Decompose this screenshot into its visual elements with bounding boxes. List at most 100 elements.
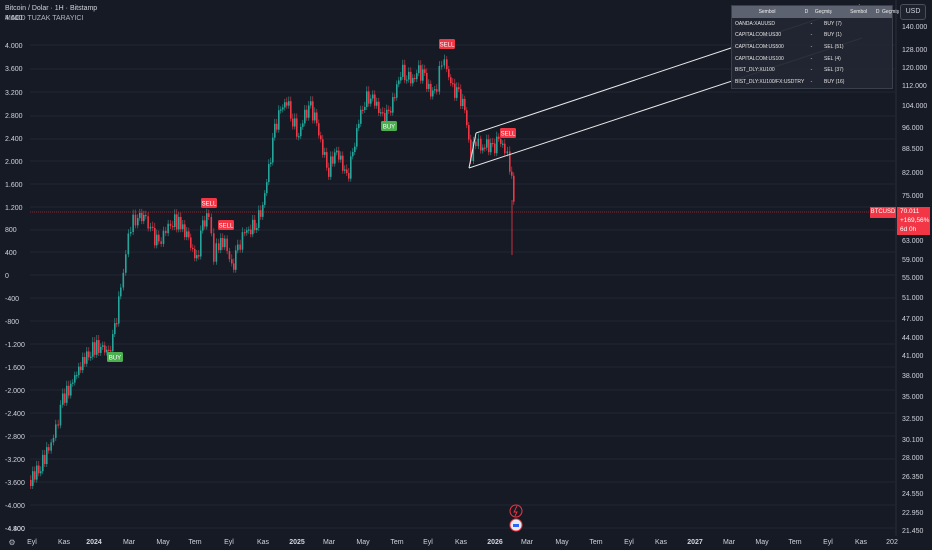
candle-body <box>304 109 306 124</box>
candle-body <box>174 214 176 227</box>
right-axis-label: 63.000 <box>902 238 924 245</box>
candle-body <box>104 345 106 353</box>
candle-body <box>180 216 182 230</box>
col-d: D <box>804 8 809 15</box>
candle-body <box>316 112 318 124</box>
candle-body <box>80 366 82 371</box>
x-axis-label: Tem <box>589 539 602 546</box>
col-d-2: D <box>875 8 880 15</box>
left-axis-label: -4.800 <box>5 526 25 533</box>
left-axis-label: -4.400 <box>5 526 25 533</box>
candle-body <box>34 471 36 480</box>
candle-body <box>326 152 328 168</box>
candle-body <box>484 147 486 149</box>
candle-body <box>434 89 436 91</box>
candle-body <box>200 230 202 257</box>
buy-signal: BUY <box>107 352 123 362</box>
left-axis-label: -2.800 <box>5 434 25 441</box>
currency-button[interactable]: USD <box>900 4 926 20</box>
right-axis-label: 140.000 <box>902 24 927 31</box>
col-symbol: Sembol <box>758 8 776 15</box>
candle-body <box>302 123 304 127</box>
candle-body <box>194 248 196 259</box>
candle-body <box>290 101 292 119</box>
candle-body <box>456 87 458 98</box>
candle-body <box>318 123 320 136</box>
right-axis-label: 30.100 <box>902 437 924 444</box>
candle-body <box>374 94 376 106</box>
candle-body <box>178 216 180 230</box>
left-axis-label: -1.200 <box>5 342 25 349</box>
candle-body <box>358 123 360 129</box>
candle-body <box>250 229 252 235</box>
settings-icon[interactable]: ⚙ <box>8 538 15 547</box>
candle-body <box>509 151 511 172</box>
candle-body <box>414 77 416 80</box>
candle-body <box>340 155 342 160</box>
flag-glyph-icon <box>513 524 519 527</box>
candle-body <box>506 151 509 154</box>
candle-body <box>350 156 352 179</box>
candle-body <box>364 106 366 110</box>
candle-body <box>57 424 59 426</box>
left-axis-label: -2.000 <box>5 388 25 395</box>
scanner-table: Sembol D Geçmiş Sembol D Geçmiş OANDA:XA… <box>731 5 899 89</box>
candle-body <box>314 112 316 121</box>
candle-body <box>450 77 452 84</box>
candle-body <box>262 204 264 217</box>
table-d: - <box>810 32 813 39</box>
candle-body <box>502 143 504 145</box>
indicator-name[interactable]: MACD TUZAK TARAYICI <box>5 15 84 22</box>
x-axis-label: 2027 <box>687 539 703 546</box>
candle-body <box>165 230 167 234</box>
table-row: CAPITALCOM:US500 - SEL (51) <box>732 41 892 53</box>
candle-body <box>220 238 222 251</box>
candle-body <box>92 342 94 357</box>
candle-body <box>282 107 284 110</box>
candle-body <box>66 385 68 403</box>
x-axis-label: 2024 <box>86 539 102 546</box>
candle-body <box>511 171 513 176</box>
candle-body <box>116 323 118 325</box>
sell-signal: SELL <box>201 198 217 208</box>
candle-body <box>496 136 498 154</box>
event-flash-icon[interactable] <box>509 504 523 518</box>
candle-body <box>218 243 220 251</box>
candle-body <box>294 118 296 127</box>
candle-body <box>266 182 268 194</box>
candle-body <box>390 110 392 113</box>
candle-body <box>300 126 302 137</box>
candle-body <box>274 123 276 138</box>
candle-body <box>332 156 334 164</box>
candle-body <box>137 218 139 226</box>
candle-body <box>392 97 394 113</box>
table-row: CAPITALCOM:US30 - BUY (1) <box>732 29 892 41</box>
candle-body <box>192 247 194 250</box>
x-axis-label: Tem <box>188 539 201 546</box>
table-row: CAPITALCOM:US100 - SEL (4) <box>732 53 892 65</box>
symbol-tag: BTCUSD <box>870 207 896 218</box>
right-axis-label: 26.350 <box>902 474 924 481</box>
table-d: - <box>810 55 813 62</box>
candle-body <box>412 77 414 84</box>
x-axis-label: Eyl <box>423 539 433 546</box>
x-axis-label: Tem <box>788 539 801 546</box>
candle-body <box>362 109 364 111</box>
x-axis-label: Mar <box>323 539 336 546</box>
candle-body <box>286 102 288 106</box>
candle-body <box>352 152 354 157</box>
left-axis-label: -1.600 <box>5 365 25 372</box>
candle-body <box>59 404 62 426</box>
signal-label: SELL <box>219 224 234 230</box>
left-axis-label: 400 <box>5 250 17 257</box>
candle-body <box>416 73 418 80</box>
candle-body <box>470 139 472 162</box>
candle-body <box>320 135 322 140</box>
x-axis-label: 202 <box>886 539 898 546</box>
left-axis-label: -3.200 <box>5 457 25 464</box>
right-axis-label: 35.000 <box>902 394 924 401</box>
candle-body <box>296 118 298 137</box>
left-axis-label: 4.600 <box>5 15 23 22</box>
